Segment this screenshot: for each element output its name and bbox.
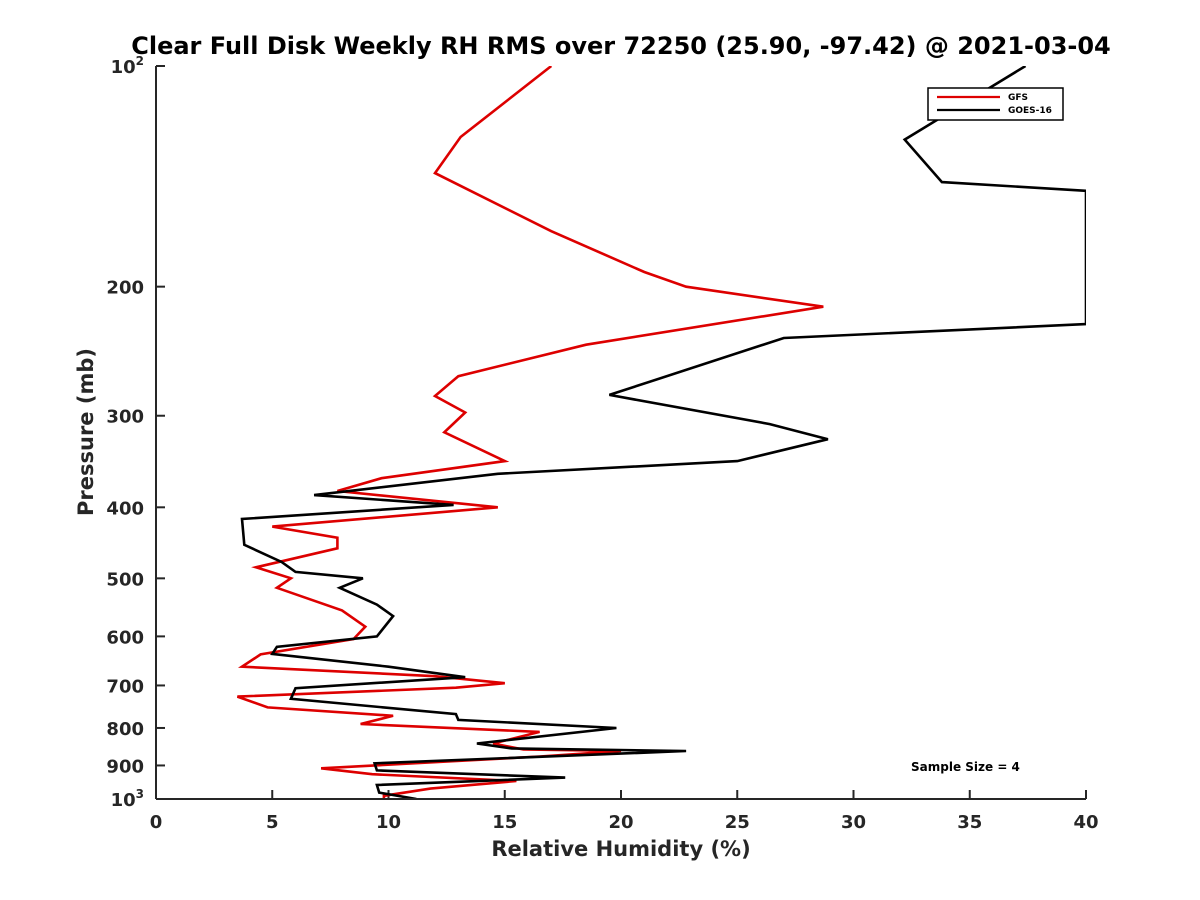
series-line-goes-16 xyxy=(240,66,1086,799)
y-tick-label-base: 900 xyxy=(106,756,144,777)
x-tick-label: 40 xyxy=(1073,812,1098,833)
y-tick-label-exponent: 3 xyxy=(136,787,144,801)
sample-size-annotation: Sample Size = 4 xyxy=(911,760,1020,774)
y-tick-label-base: 400 xyxy=(106,498,144,519)
x-tick-label: 15 xyxy=(492,812,517,833)
x-tick-label: 35 xyxy=(957,812,982,833)
x-tick-label: 5 xyxy=(266,812,279,833)
y-tick-label: 500 xyxy=(106,569,144,590)
y-tick-label-base: 600 xyxy=(106,627,144,648)
x-axis-ticks: 0 5 10 15 20 25 30 35 40 xyxy=(150,790,1099,833)
x-axis-label: Relative Humidity (%) xyxy=(491,837,750,861)
y-tick-label: 700 xyxy=(106,676,144,697)
chart-title: Clear Full Disk Weekly RH RMS over 72250… xyxy=(131,32,1111,60)
y-tick-label: 103 xyxy=(111,787,144,811)
y-tick-label-exponent: 2 xyxy=(136,54,144,68)
y-tick-label-base: 200 xyxy=(106,278,144,299)
y-tick-label-base: 10 xyxy=(111,790,136,811)
y-tick-label: 400 xyxy=(106,498,144,519)
x-tick-label: 20 xyxy=(608,812,633,833)
legend-label-gfs: GFS xyxy=(1008,93,1028,103)
y-tick-label-base: 10 xyxy=(111,57,136,78)
x-tick-label: 30 xyxy=(841,812,866,833)
x-tick-label: 0 xyxy=(150,812,163,833)
x-tick-label: 10 xyxy=(376,812,401,833)
y-axis-label: Pressure (mb) xyxy=(74,348,98,516)
y-tick-label: 900 xyxy=(106,756,144,777)
y-tick-label: 200 xyxy=(106,278,144,299)
y-tick-label: 300 xyxy=(106,407,144,428)
legend: GFS GOES-16 xyxy=(927,87,1064,121)
y-tick-label-base: 700 xyxy=(106,676,144,697)
legend-box xyxy=(927,87,1064,121)
x-tick-label: 25 xyxy=(725,812,750,833)
y-tick-label-base: 800 xyxy=(106,719,144,740)
y-tick-label-base: 500 xyxy=(106,569,144,590)
y-tick-label-base: 300 xyxy=(106,407,144,428)
series-lines xyxy=(236,66,1086,799)
legend-label-goes-16: GOES-16 xyxy=(1008,106,1052,116)
y-tick-label: 800 xyxy=(106,719,144,740)
y-tick-label: 600 xyxy=(106,627,144,648)
y-tick-label: 102 xyxy=(111,54,144,78)
